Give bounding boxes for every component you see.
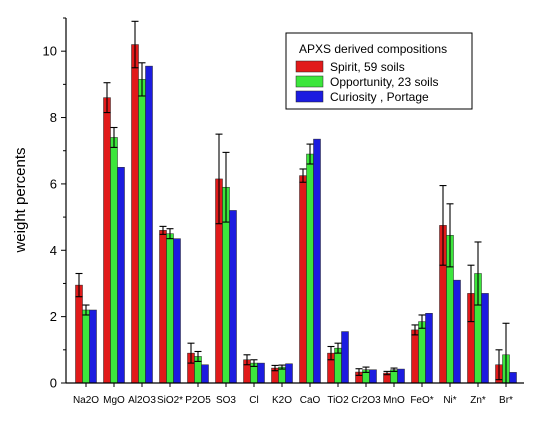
legend-swatch — [295, 90, 324, 103]
y-tick-label: 2 — [50, 309, 57, 324]
x-tick-label: MnO — [383, 395, 405, 406]
bar-br-s3 — [509, 372, 517, 384]
legend-swatch — [295, 75, 324, 88]
bar-al2o3-s1 — [131, 44, 139, 384]
x-tick-label: SO3 — [216, 395, 236, 406]
x-ticks: Na2O MgO Al2O3 SiO2* P2O5 SO3 Cl K2O CaO TiO2 Cr2O… — [73, 383, 513, 406]
bar-sio2-s3 — [173, 238, 181, 384]
x-tick-label: TiO2 — [327, 395, 349, 406]
bar-al2o3-s2 — [138, 79, 146, 384]
y-tick-label: 6 — [50, 176, 57, 191]
legend-label: Opportunity, 23 soils — [330, 75, 439, 89]
legend-label: Spirit, 59 soils — [330, 60, 405, 74]
legend: APXS derived compositions Spirit, 59 soi… — [285, 32, 473, 110]
bar-na2o-s2 — [82, 309, 90, 384]
bar-so3-s3 — [229, 210, 237, 384]
legend-title: APXS derived compositions — [299, 42, 447, 56]
bar-feo-s3 — [425, 313, 433, 384]
x-tick-label: Br* — [499, 395, 513, 406]
x-tick-label: MgO — [103, 395, 125, 406]
y-tick-label: 8 — [50, 110, 57, 125]
y-tick-label: 0 — [50, 376, 57, 391]
x-tick-label: Cr2O3 — [351, 395, 381, 406]
x-tick-label: SiO2* — [157, 395, 183, 406]
y-axis-label: weight percents — [12, 147, 29, 253]
bar-mgo-s3 — [117, 167, 125, 384]
bar-feo-s1 — [411, 329, 419, 384]
y-tick-label: 10 — [43, 44, 57, 59]
bar-sio2-s2 — [166, 233, 174, 384]
bar-p2o5-s3 — [201, 364, 209, 384]
bar-k2o-s3 — [285, 363, 293, 384]
x-tick-label: FeO* — [410, 395, 433, 406]
x-tick-label: Al2O3 — [128, 395, 156, 406]
bar-na2o-s3 — [89, 309, 97, 384]
bar-tio2-s3 — [341, 331, 349, 384]
bar-sio2-s1 — [159, 230, 167, 384]
bar-zn-s3 — [481, 293, 489, 384]
y-tick-label: 4 — [50, 243, 57, 258]
bar-mgo-s2 — [110, 137, 118, 384]
x-tick-label: Ni* — [443, 395, 456, 406]
bar-na2o-s1 — [75, 284, 83, 384]
bar-ni-s3 — [453, 279, 461, 384]
bar-cr2o3-s3 — [369, 369, 377, 384]
x-tick-label: CaO — [300, 395, 321, 406]
bar-mno-s3 — [397, 368, 405, 384]
bar-cao-s1 — [299, 175, 307, 384]
x-tick-label: Cl — [249, 395, 258, 406]
bar-mgo-s1 — [103, 97, 111, 384]
bar-feo-s2 — [418, 321, 426, 384]
x-tick-label: Zn* — [470, 395, 486, 406]
bar-al2o3-s3 — [145, 65, 153, 384]
bar-cl-s3 — [257, 362, 265, 384]
x-tick-label: K2O — [272, 395, 292, 406]
legend-swatch — [295, 60, 324, 73]
x-tick-label: Na2O — [73, 395, 99, 406]
y-ticks: 0 2 4 6 8 10 — [43, 17, 66, 391]
x-tick-label: P2O5 — [185, 395, 211, 406]
legend-label: Curiosity , Portage — [330, 90, 429, 104]
bar-cao-s3 — [313, 138, 321, 384]
bar-cao-s2 — [306, 153, 314, 384]
